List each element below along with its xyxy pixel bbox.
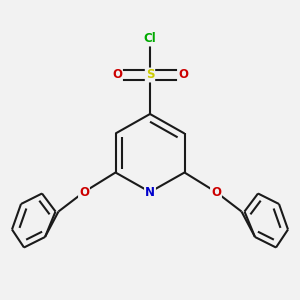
- Text: O: O: [79, 185, 89, 199]
- Text: Cl: Cl: [144, 32, 156, 46]
- Text: O: O: [112, 68, 122, 82]
- Text: O: O: [178, 68, 188, 82]
- Text: S: S: [146, 68, 154, 82]
- Text: O: O: [211, 185, 221, 199]
- Text: N: N: [145, 185, 155, 199]
